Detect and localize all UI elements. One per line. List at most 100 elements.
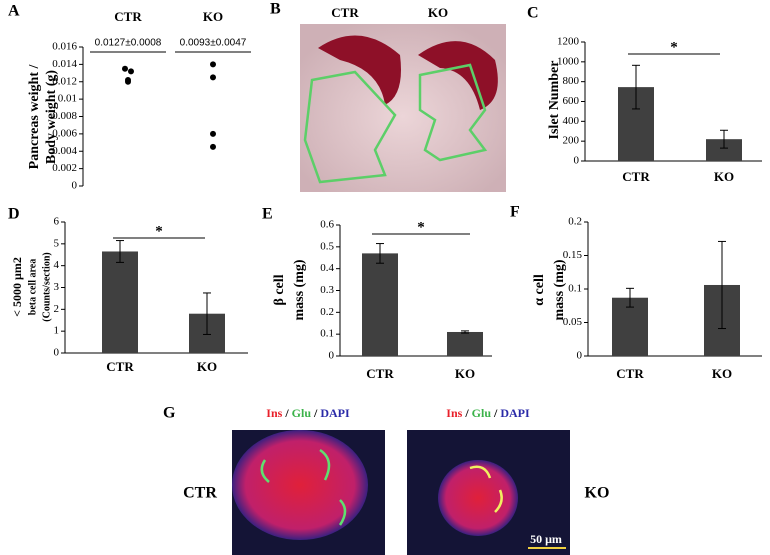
y-tick-label: 0.3: [320, 284, 334, 296]
dot: [210, 143, 216, 150]
y-axis-label: Pancreas weight /: [27, 64, 42, 170]
y-tick-label: 0.05: [563, 316, 583, 328]
x-tick-label: CTR: [106, 359, 134, 374]
y-axis-label: mass (mg): [292, 259, 307, 320]
dot: [210, 74, 216, 81]
y-tick-label: 1: [54, 325, 60, 337]
stain-legend-text: Ins / Glu / DAPI: [266, 406, 350, 420]
stain-legend-text: Ins / Glu / DAPI: [446, 406, 530, 420]
panel-letter: D: [8, 206, 20, 223]
scale-bar-label: 50 μm: [530, 532, 562, 546]
y-tick-label: 0.2: [568, 216, 582, 228]
x-tick-label: CTR: [114, 9, 142, 24]
stain-legend: Ins / Glu / DAPI Ins / Glu / DAPI: [266, 406, 530, 420]
y-axis-label: Body weight (g): [44, 70, 59, 164]
annotation: 0.0093±0.0047: [180, 38, 247, 49]
bar: [447, 331, 483, 356]
y-tick-label: 0.5: [320, 240, 334, 252]
y-tick-label: 0.008: [52, 110, 77, 122]
panel-letter: C: [527, 5, 539, 22]
dot: [125, 78, 131, 85]
x-tick-label: CTR: [622, 169, 650, 184]
dot: [210, 130, 216, 137]
x-tick-label: KO: [197, 359, 217, 374]
significance: *: [417, 219, 425, 235]
y-tick-label: 0.15: [563, 249, 583, 261]
panel-letter: B: [270, 1, 281, 18]
annotation: 0.0127±0.0008: [95, 38, 162, 49]
x-tick-label: KO: [203, 9, 223, 24]
dot: [210, 61, 216, 68]
micrograph: [232, 430, 385, 555]
y-tick-label: 4: [54, 259, 60, 271]
photo-label: CTR: [331, 5, 359, 20]
panel-letter: A: [8, 3, 20, 20]
y-tick-label: 200: [563, 135, 580, 147]
y-tick-label: 0.01: [58, 93, 77, 105]
y-tick-label: 0.006: [52, 127, 77, 139]
x-tick-label: KO: [714, 169, 734, 184]
y-tick-label: 0.1: [320, 328, 334, 340]
y-tick-label: 0.2: [320, 306, 334, 318]
x-tick-label: KO: [455, 366, 475, 381]
x-tick-label: CTR: [616, 366, 644, 381]
x-tick-label: KO: [712, 366, 732, 381]
y-axis-label: α cell: [532, 274, 547, 306]
stain-name: DAPI: [320, 406, 350, 420]
y-tick-label: 400: [563, 115, 580, 127]
stain-name: Ins: [266, 406, 282, 420]
y-tick-label: 0.002: [52, 162, 77, 174]
y-axis-label: beta cell area: [27, 259, 38, 315]
y-tick-label: 5: [54, 237, 60, 249]
y-tick-label: 0.016: [52, 41, 77, 53]
y-tick-label: 0: [329, 350, 335, 362]
micrograph: [407, 430, 570, 555]
y-tick-label: 0: [574, 155, 580, 167]
x-tick-label: CTR: [366, 366, 394, 381]
bar: [706, 139, 742, 161]
stain-name: Glu: [292, 406, 312, 420]
y-axis-label: mass (mg): [552, 259, 567, 320]
pancreas-photo: [300, 24, 506, 192]
y-tick-label: 0: [577, 350, 583, 362]
separator: /: [491, 406, 500, 420]
y-tick-label: 0.004: [52, 145, 77, 157]
y-tick-label: 0: [72, 180, 78, 192]
panel-letter: E: [262, 206, 273, 223]
image-label: CTR: [183, 485, 217, 502]
photo-label: KO: [428, 5, 448, 20]
significance: *: [155, 223, 163, 239]
y-tick-label: 0.012: [52, 75, 77, 87]
bar: [362, 253, 398, 356]
y-tick-label: 0.4: [320, 262, 334, 274]
y-tick-label: 3: [54, 281, 60, 293]
y-tick-label: 2: [54, 303, 60, 315]
y-tick-label: 1200: [557, 36, 580, 48]
separator: /: [462, 406, 471, 420]
panel-letter: F: [510, 204, 520, 221]
panel-letter: G: [163, 405, 176, 422]
y-axis-label: Islet Number: [547, 61, 562, 140]
image-label: KO: [585, 485, 610, 502]
y-axis-label: (Counts/section): [41, 252, 52, 321]
y-tick-label: 6: [54, 216, 60, 228]
y-tick-label: 1000: [557, 55, 580, 67]
significance: *: [670, 39, 678, 55]
y-tick-label: 0.1: [568, 283, 582, 295]
y-tick-label: 800: [563, 75, 580, 87]
stain-name: Glu: [472, 406, 492, 420]
dot: [122, 65, 128, 72]
stain-name: DAPI: [500, 406, 530, 420]
y-axis-label: < 5000 μm2: [10, 257, 24, 317]
y-tick-label: 0.6: [320, 219, 334, 231]
y-tick-label: 0: [54, 347, 60, 359]
stain-name: Ins: [446, 406, 462, 420]
separator: /: [282, 406, 291, 420]
y-axis-label: β cell: [272, 274, 287, 305]
dot: [128, 68, 134, 75]
y-tick-label: 600: [563, 95, 580, 107]
separator: /: [311, 406, 320, 420]
y-tick-label: 0.014: [52, 58, 77, 70]
